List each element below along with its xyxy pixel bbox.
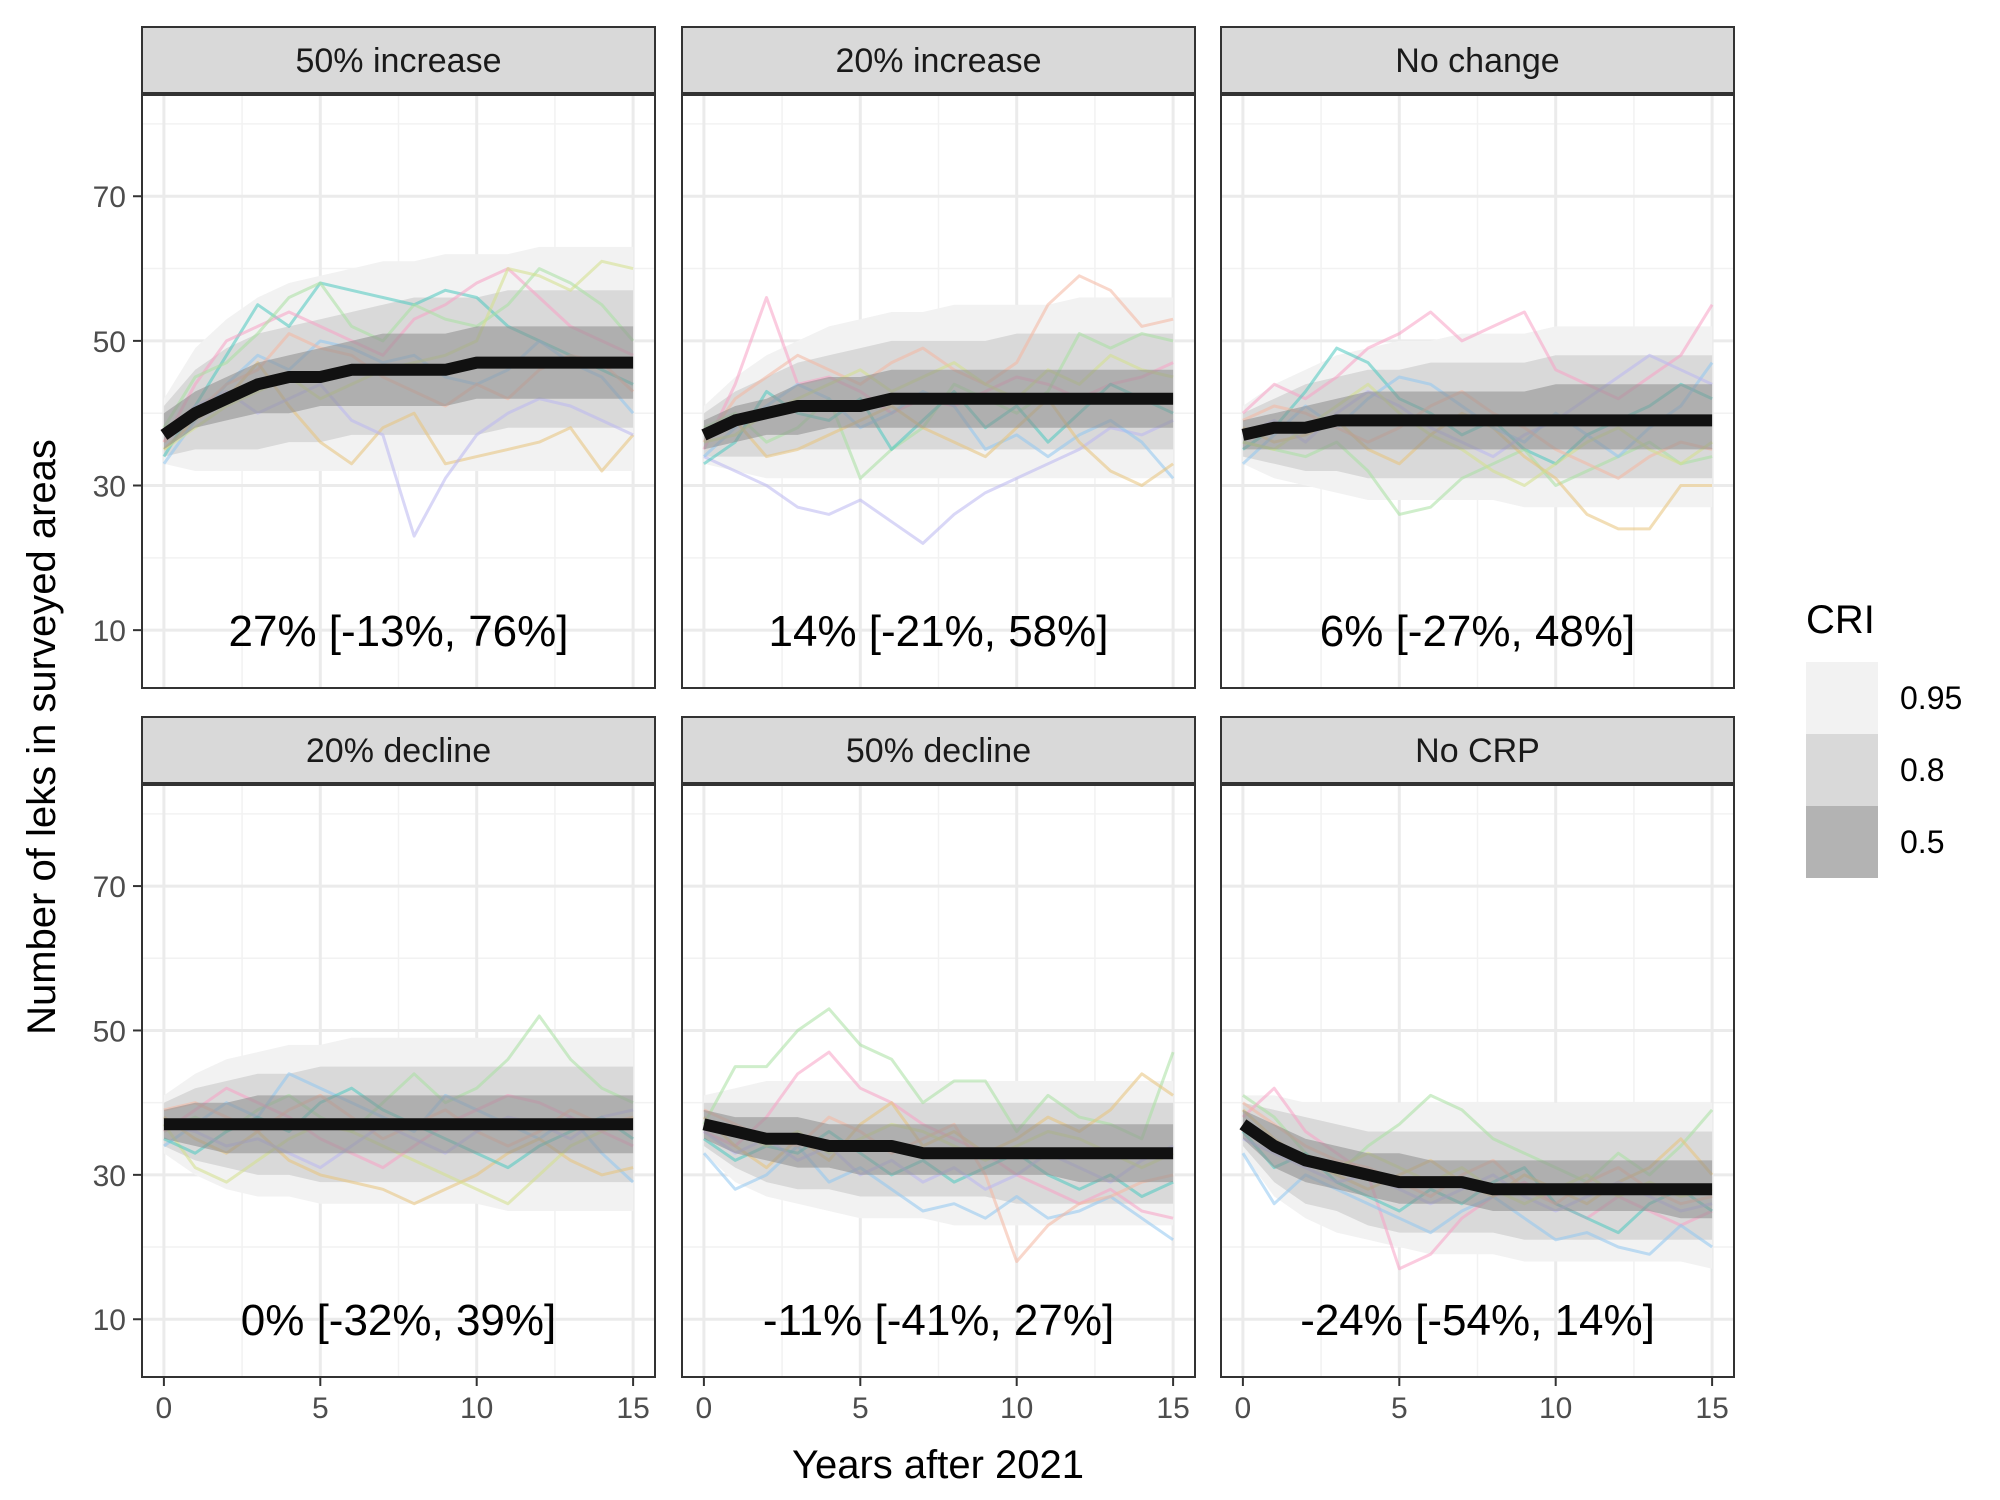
change-annotation: 27% [-13%, 76%] <box>229 607 569 656</box>
x-tick-label: 15 <box>1695 1392 1728 1425</box>
legend-key <box>1806 734 1878 806</box>
median-line <box>702 1118 1174 1160</box>
y-tick-label: 50 <box>93 1015 126 1048</box>
y-tick-label: 30 <box>93 1160 126 1193</box>
facet-strip <box>1220 716 1735 784</box>
change-annotation: 6% [-27%, 48%] <box>1320 607 1636 656</box>
facet-strip-label: 50% decline <box>846 732 1031 770</box>
x-tick-label: 10 <box>1539 1392 1572 1425</box>
change-annotation: 0% [-32%, 39%] <box>241 1296 557 1345</box>
x-tick-label: 15 <box>616 1392 649 1425</box>
facet-panel: 50% decline -11% [-41%, 27%] 0 5 10 15 <box>681 716 1196 1425</box>
x-tick-label: 10 <box>460 1392 493 1425</box>
legend-key <box>1806 662 1878 734</box>
legend-title: CRI <box>1806 598 1875 642</box>
x-tick-label: 0 <box>1235 1392 1252 1425</box>
plot-area <box>1221 785 1734 1377</box>
facet-strip <box>141 26 656 94</box>
legend-label: 0.5 <box>1900 824 1944 860</box>
legend: CRI 0.95 0.8 0.5 <box>1806 598 1962 878</box>
median-line <box>701 392 1174 441</box>
facet-strip-label: 50% increase <box>295 42 501 80</box>
x-tick-label: 5 <box>312 1392 329 1425</box>
plot-area <box>682 785 1195 1377</box>
x-tick-label: 10 <box>1000 1392 1033 1425</box>
plot-area <box>142 785 655 1377</box>
change-annotation: -24% [-54%, 14%] <box>1300 1296 1655 1345</box>
legend-label: 0.95 <box>1900 680 1962 716</box>
y-tick-label: 10 <box>93 615 126 648</box>
x-axis-title: Years after 2021 <box>792 1443 1084 1487</box>
facet-panel: 20% increase 14% [-21%, 58%] <box>681 26 1196 689</box>
x-tick-label: 5 <box>1391 1392 1408 1425</box>
median-line <box>160 356 634 440</box>
facet-strip-label: 20% increase <box>835 42 1041 80</box>
legend-label: 0.8 <box>1900 752 1944 788</box>
simulation-trace <box>162 267 635 429</box>
panel-border <box>141 784 656 1378</box>
y-tick-label: 50 <box>93 326 126 359</box>
simulation-trace <box>703 419 1174 545</box>
plot-area <box>142 95 655 688</box>
plot-area <box>1221 95 1734 688</box>
median-line <box>1241 414 1713 441</box>
legend-key <box>1806 806 1878 878</box>
facet-strip <box>141 716 656 784</box>
change-annotation: 14% [-21%, 58%] <box>769 607 1109 656</box>
facet-panel: No CRP -24% [-54%, 14%] 0 5 10 15 <box>1220 716 1735 1425</box>
y-axis-title: Number of leks in surveyed areas <box>20 439 64 1035</box>
ribbon-cri-50 <box>703 369 1174 450</box>
y-tick-label: 70 <box>93 181 126 214</box>
panel-border <box>681 94 1196 689</box>
x-tick-label: 0 <box>156 1392 173 1425</box>
facet-strip <box>1220 26 1735 94</box>
panel-border <box>681 784 1196 1378</box>
x-tick-label: 15 <box>1156 1392 1189 1425</box>
y-tick-label: 70 <box>93 871 126 904</box>
facet-strip <box>681 26 1196 94</box>
facet-strip-label: No CRP <box>1415 732 1540 770</box>
ribbon-cri-50 <box>703 1109 1174 1183</box>
plot-area <box>682 95 1195 688</box>
simulation-trace <box>702 274 1174 443</box>
panel-border <box>1220 94 1735 689</box>
facet-panel: No change 6% [-27%, 48%] <box>1220 26 1735 689</box>
median-line <box>1239 1119 1713 1196</box>
simulation-trace <box>703 397 1174 487</box>
facet-panel: 20% decline 0% [-32%, 39%] 10 30 50 70 0 5 10 15 <box>93 716 656 1425</box>
legend-entries: 0.95 0.8 0.5 <box>1806 662 1962 878</box>
y-tick-label: 10 <box>93 1304 126 1337</box>
panel-border <box>1220 784 1735 1378</box>
facet-strip-label: No change <box>1395 42 1559 80</box>
x-tick-label: 0 <box>696 1392 713 1425</box>
x-tick-label: 5 <box>852 1392 869 1425</box>
facet-strip <box>681 716 1196 784</box>
y-tick-label: 30 <box>93 471 126 504</box>
panel-border <box>141 94 656 689</box>
change-annotation: -11% [-41%, 27%] <box>763 1296 1114 1345</box>
facet-panel: 50% increase 27% [-13%, 76%] 10 30 50 70 <box>93 26 656 689</box>
facet-strip-label: 20% decline <box>306 732 491 770</box>
